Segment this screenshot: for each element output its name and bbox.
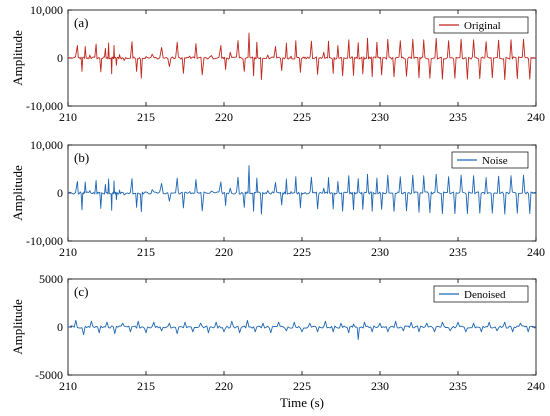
x-tick-label: 235 (449, 110, 467, 124)
x-tick-label: 215 (137, 110, 155, 124)
panel-2: 210 215 220 225 230 235 240 -5000 0 5000 Amplitude… (10, 272, 545, 410)
x-tick-label: 230 (371, 110, 389, 124)
x-tick-label: 225 (293, 110, 311, 124)
y-tick-label: 5000 (39, 272, 63, 286)
signal-line (68, 319, 536, 340)
y-tick-label: -10,000 (26, 234, 63, 248)
x-tick-label: 210 (59, 110, 77, 124)
legend-box (451, 151, 529, 169)
y-tick-label: 0 (57, 320, 63, 334)
x-tick-label: 220 (215, 245, 233, 259)
signal-line (68, 165, 536, 215)
x-tick-label: 235 (449, 245, 467, 259)
x-tick-label: 220 (215, 110, 233, 124)
signal-line (68, 32, 536, 81)
x-tick-label: 235 (449, 379, 467, 393)
panel-0: 210 215 220 225 230 235 240 -10,000 0 10,000 Ampli… (10, 3, 545, 124)
panel-label: (a) (74, 15, 88, 30)
y-tick-label: -5000 (35, 368, 63, 382)
x-tick-label: 210 (59, 245, 77, 259)
y-tick-label: 0 (57, 186, 63, 200)
x-tick-label: 215 (137, 245, 155, 259)
legend-box (433, 16, 529, 34)
x-tick-label: 230 (371, 245, 389, 259)
y-tick-label: -10,000 (26, 99, 63, 113)
x-tick-label: 240 (527, 245, 545, 259)
legend-label: Denoised (464, 289, 506, 301)
y-tick-label: 0 (57, 51, 63, 65)
y-tick-label: 10,000 (30, 3, 63, 17)
x-tick-label: 230 (371, 379, 389, 393)
panel-1: 210 215 220 225 230 235 240 -10,000 0 10,000 Ampli… (10, 138, 545, 259)
legend-label: Noise (482, 155, 508, 167)
legend-box (433, 285, 529, 303)
x-axis-label: Time (s) (280, 395, 324, 410)
y-tick-label: 10,000 (30, 138, 63, 152)
y-axis-label: Amplitude (10, 30, 25, 86)
legend-label: Original (464, 20, 501, 32)
x-tick-label: 220 (215, 379, 233, 393)
x-tick-label: 225 (293, 245, 311, 259)
x-tick-label: 225 (293, 379, 311, 393)
y-axis-label: Amplitude (10, 299, 25, 355)
y-axis-label: Amplitude (10, 165, 25, 221)
panel-label: (b) (74, 150, 89, 165)
x-tick-label: 240 (527, 110, 545, 124)
x-tick-label: 210 (59, 379, 77, 393)
x-tick-label: 215 (137, 379, 155, 393)
x-tick-label: 240 (527, 379, 545, 393)
panel-label: (c) (74, 284, 88, 299)
